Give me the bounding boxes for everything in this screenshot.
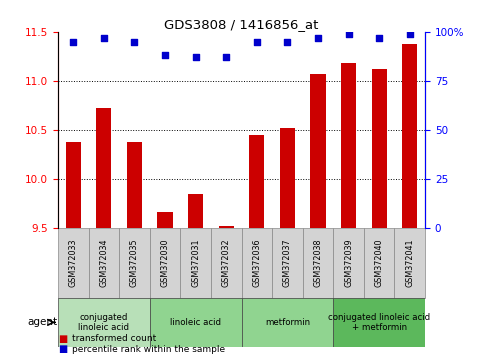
Text: GSM372035: GSM372035 [130, 239, 139, 287]
Point [100, 35, 108, 41]
Point [70, 39, 77, 45]
FancyBboxPatch shape [58, 228, 88, 298]
Point [192, 55, 199, 60]
Title: GDS3808 / 1416856_at: GDS3808 / 1416856_at [164, 18, 319, 31]
Text: metformin: metformin [265, 318, 310, 327]
Point [375, 35, 383, 41]
Point [161, 53, 169, 58]
FancyBboxPatch shape [242, 298, 333, 347]
Point [253, 39, 261, 45]
Bar [96, 108, 112, 228]
Text: GSM372033: GSM372033 [69, 239, 78, 287]
Text: GSM372034: GSM372034 [99, 239, 108, 287]
Point [130, 39, 138, 45]
Text: linoleic acid: linoleic acid [170, 318, 221, 327]
Text: GSM372038: GSM372038 [313, 239, 323, 287]
Text: GSM372040: GSM372040 [375, 239, 384, 287]
Bar [249, 135, 265, 228]
Point [284, 39, 291, 45]
FancyBboxPatch shape [333, 228, 364, 298]
FancyBboxPatch shape [150, 228, 180, 298]
Text: ■: ■ [58, 344, 67, 354]
FancyBboxPatch shape [364, 228, 395, 298]
FancyBboxPatch shape [150, 298, 242, 347]
Text: agent: agent [28, 318, 58, 327]
Point [222, 55, 230, 60]
Text: ■: ■ [58, 334, 67, 344]
Bar [127, 142, 142, 228]
Bar [66, 142, 81, 228]
Text: GSM372032: GSM372032 [222, 239, 231, 287]
FancyBboxPatch shape [303, 228, 333, 298]
Text: GSM372030: GSM372030 [160, 239, 170, 287]
Point [406, 31, 413, 37]
Bar [219, 226, 234, 228]
FancyBboxPatch shape [272, 228, 303, 298]
FancyBboxPatch shape [58, 298, 150, 347]
Bar [371, 69, 387, 228]
FancyBboxPatch shape [333, 298, 425, 347]
Point [314, 35, 322, 41]
Text: GSM372031: GSM372031 [191, 239, 200, 287]
Text: GSM372037: GSM372037 [283, 239, 292, 287]
Text: conjugated
linoleic acid: conjugated linoleic acid [78, 313, 129, 332]
FancyBboxPatch shape [242, 228, 272, 298]
Text: transformed count: transformed count [72, 334, 156, 343]
Text: GSM372041: GSM372041 [405, 239, 414, 287]
Bar [341, 63, 356, 228]
Bar [157, 212, 173, 228]
FancyBboxPatch shape [180, 228, 211, 298]
Bar [188, 194, 203, 228]
FancyBboxPatch shape [211, 228, 242, 298]
Point [345, 31, 353, 37]
FancyBboxPatch shape [119, 228, 150, 298]
FancyBboxPatch shape [88, 228, 119, 298]
Text: percentile rank within the sample: percentile rank within the sample [72, 345, 226, 354]
Bar [280, 128, 295, 228]
Text: conjugated linoleic acid
+ metformin: conjugated linoleic acid + metformin [328, 313, 430, 332]
Text: GSM372039: GSM372039 [344, 239, 353, 287]
Bar [311, 74, 326, 228]
Bar [402, 44, 417, 228]
FancyBboxPatch shape [395, 228, 425, 298]
Text: GSM372036: GSM372036 [252, 239, 261, 287]
